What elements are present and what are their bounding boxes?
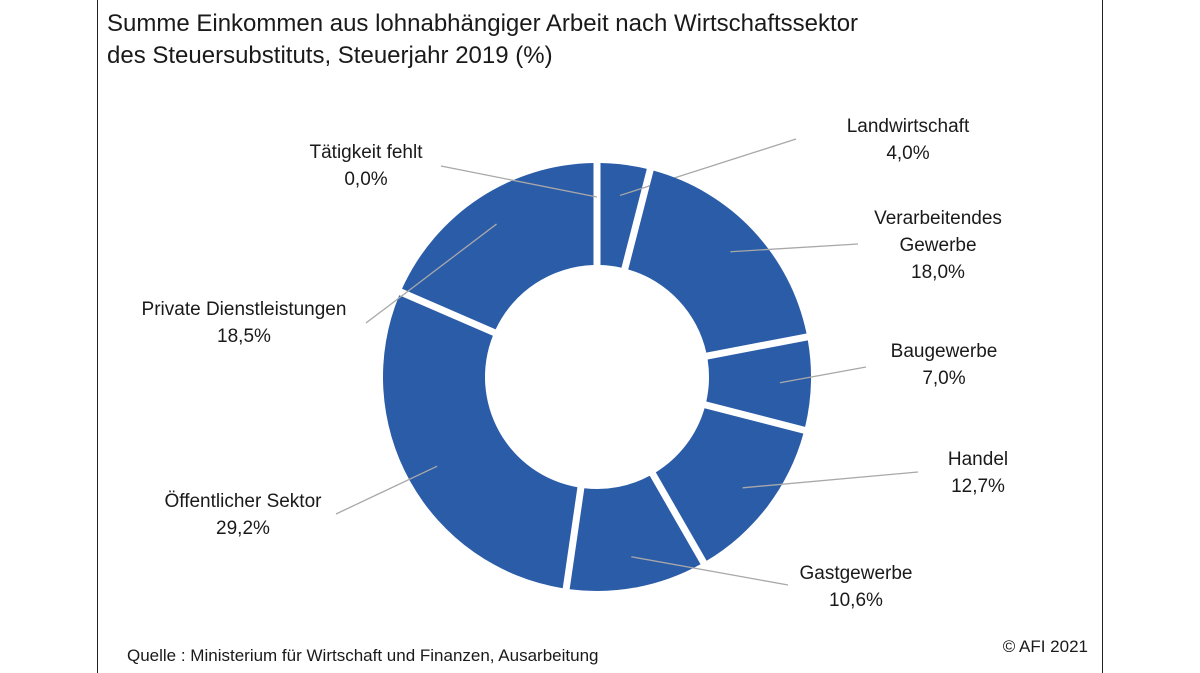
leader-line-handel [742, 471, 919, 489]
slice-label-text: Private Dienstleistungen [141, 299, 347, 320]
leader-line-gastgewerbe [631, 556, 789, 586]
slice-value-label: 18,0% [911, 262, 965, 283]
slice-value-label: 4,0% [886, 143, 930, 164]
slice-private-dienstleistungen [402, 163, 594, 330]
slice-label-text: Tätigkeit fehlt [309, 142, 423, 163]
slice-label-gastgewerbe: Gastgewerbe 10,6% [799, 560, 912, 614]
slice-value-label: 29,2% [216, 518, 270, 539]
leader-line-verarbeitendes-gewerbe [730, 243, 859, 253]
slice-verarbeitendes-gewerbe [628, 170, 807, 353]
slice-label-text: Gastgewerbe [799, 563, 913, 584]
title-line-1: Summe Einkommen aus lohnabhängiger Arbei… [107, 10, 859, 37]
slice-label-landwirtschaft: Landwirtschaft 4,0% [847, 113, 970, 167]
source-note: Quelle : Ministerium für Wirtschaft und … [127, 646, 599, 665]
copyright-note: © AFI 2021 [1002, 637, 1088, 656]
slice-label-text: Baugewerbe [890, 341, 998, 362]
leader-line-baugewerbe [779, 366, 867, 384]
slice-label-handel: Handel 12,7% [948, 446, 1008, 500]
leader-line-öffentlicher-sektor [335, 465, 438, 515]
slice-label-text: Handel [947, 449, 1009, 470]
slice-label-öffentlicher-sektor: Öffentlicher Sektor 29,2% [164, 488, 321, 542]
slice-baugewerbe [706, 340, 811, 427]
slice-value-label: 0,0% [344, 169, 388, 190]
slice-öffentlicher-sektor [383, 295, 578, 589]
slice-gastgewerbe [569, 475, 701, 591]
slice-label-private-dienstleistungen: Private Dienstleistungen 18,5% [142, 296, 347, 350]
slice-label-text: Landwirtschaft [846, 116, 970, 137]
slice-label-text: Öffentlicher Sektor [164, 491, 322, 512]
leader-line-private-dienstleistungen [365, 223, 497, 324]
slice-label-text: Verarbeitendes [874, 208, 1002, 229]
slice-label-verarbeitendes-gewerbe: Verarbeitendes Gewerbe 18,0% [874, 205, 1002, 286]
slice-label-baugewerbe: Baugewerbe 7,0% [891, 338, 998, 392]
slice-value-label: 12,7% [951, 476, 1005, 497]
slice-label-tätigkeit-fehlt: Tätigkeit fehlt 0,0% [310, 139, 423, 193]
slice-value-label: 10,6% [829, 590, 883, 611]
slice-value-label: 18,5% [217, 326, 271, 347]
chart-frame [97, 0, 1103, 673]
slice-landwirtschaft [600, 163, 647, 268]
slice-label-text: Gewerbe [899, 235, 977, 256]
title-line-2: des Steuersubstituts, Steuerjahr 2019 (%… [107, 42, 553, 69]
slice-value-label: 7,0% [922, 368, 966, 389]
chart-title: Summe Einkommen aus lohnabhängiger Arbei… [107, 8, 1007, 72]
slice-handel [655, 408, 804, 561]
leader-line-landwirtschaft [619, 138, 797, 197]
leader-line-tätigkeit-fehlt [440, 165, 598, 198]
